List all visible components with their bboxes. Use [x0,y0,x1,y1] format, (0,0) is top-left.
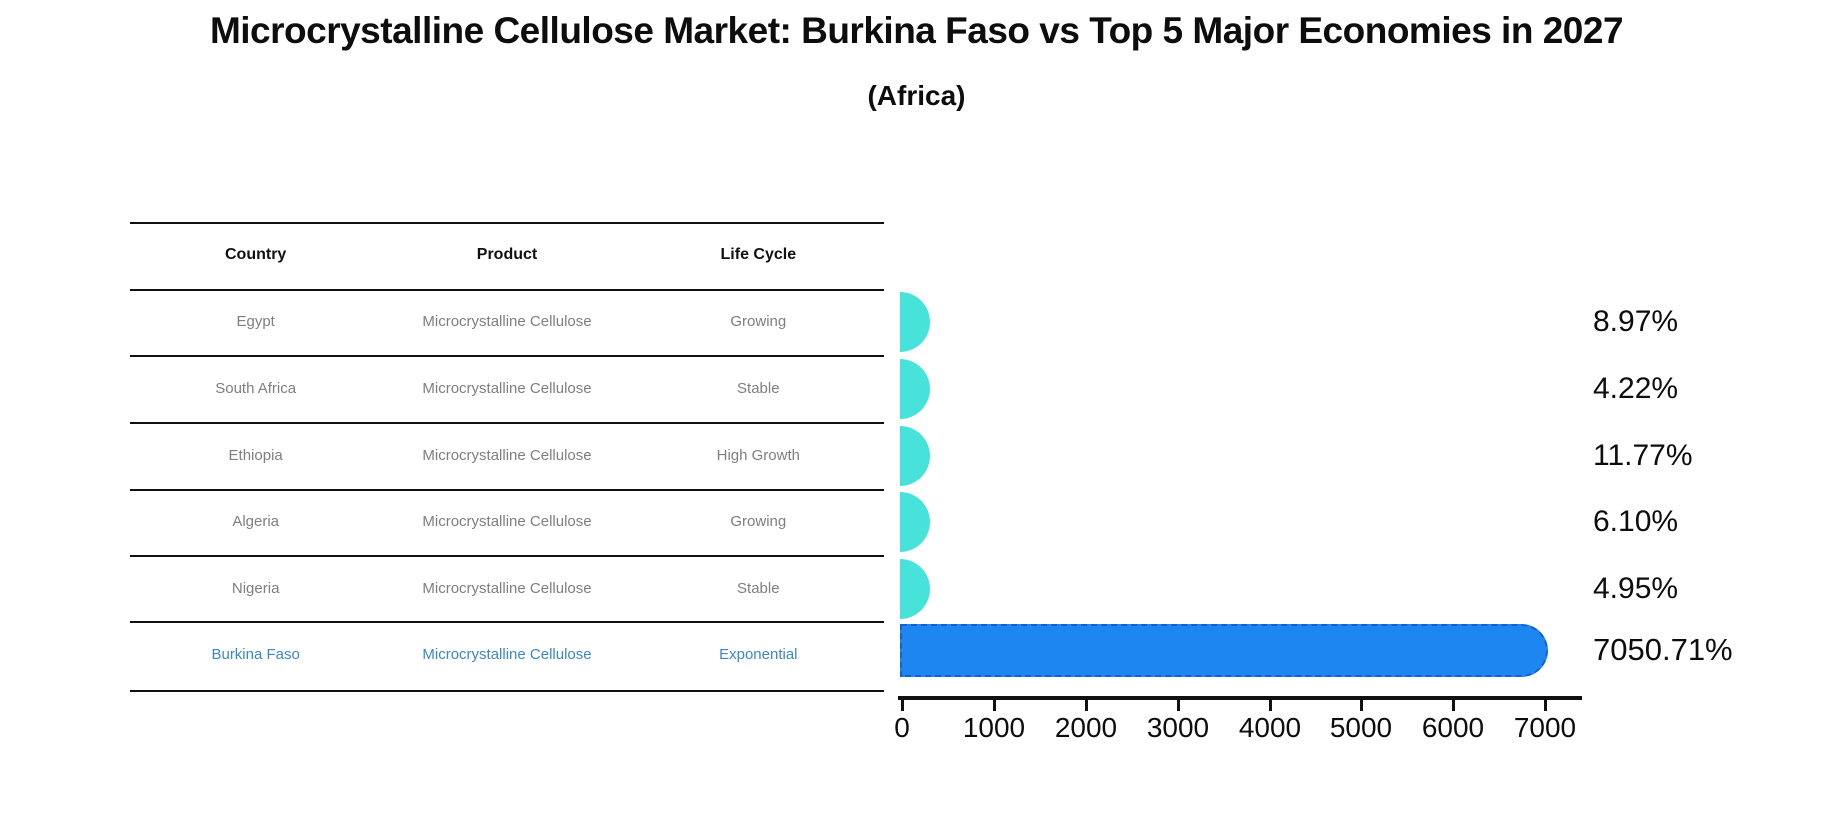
cell-life-cycle: Stable [737,580,780,597]
value-label-egypt: 8.97% [1593,305,1679,338]
table-row-nigeria: Nigeria Microcrystalline Cellulose Stabl… [130,574,884,604]
x-axis-tick-label: 7000 [1513,712,1577,743]
value-label-ethiopia: 11.77% [1593,439,1693,472]
table-header-row: Country Product Life Cycle [130,240,884,270]
bar-algeria [900,492,930,552]
cell-product: Microcrystalline Cellulose [422,646,592,663]
value-label-algeria: 6.10% [1593,505,1679,538]
x-axis-tick-label: 5000 [1329,712,1393,743]
cell-life-cycle: High Growth [716,447,800,464]
x-axis-tick [1177,700,1180,711]
value-label-burkina-faso: 7050.71% [1593,632,1733,667]
table-row-algeria: Algeria Microcrystalline Cellulose Growi… [130,507,884,537]
bar-nigeria [900,559,930,619]
cell-product: Microcrystalline Cellulose [422,580,592,597]
cell-country: Ethiopia [228,447,283,464]
cell-country: Nigeria [231,580,280,597]
table-row-ethiopia: Ethiopia Microcrystalline Cellulose High… [130,441,884,471]
cell-life-cycle: Growing [730,513,787,530]
x-axis-tick [1452,700,1455,711]
table-row-south-africa: South Africa Microcrystalline Cellulose … [130,374,884,404]
cell-product: Microcrystalline Cellulose [422,313,592,330]
x-axis-tick-label: 4000 [1238,712,1302,743]
x-axis-tick [1085,700,1088,711]
bar-burkina-faso [900,624,1548,677]
bar-egypt [900,292,930,352]
cell-life-cycle: Exponential [719,646,798,663]
column-header-product: Product [476,246,538,263]
x-axis-tick-label: 6000 [1421,712,1485,743]
table-rule [130,555,884,557]
x-axis-tick [1360,700,1363,711]
x-axis-tick [1269,700,1272,711]
table-rule [130,222,884,224]
cell-country: Burkina Faso [211,646,300,663]
cell-product: Microcrystalline Cellulose [422,447,592,464]
cell-country: South Africa [215,380,297,397]
column-header-life-cycle: Life Cycle [720,246,797,263]
x-axis-line [898,696,1582,700]
cell-product: Microcrystalline Cellulose [422,380,592,397]
table-row-egypt: Egypt Microcrystalline Cellulose Growing [130,307,884,337]
table-rule [130,489,884,491]
table-rule [130,422,884,424]
x-axis-tick-label: 1000 [962,712,1026,743]
value-label-nigeria: 4.95% [1593,572,1679,605]
table-rule [130,289,884,291]
x-axis-tick [1544,700,1547,711]
table-rule [130,355,884,357]
bar-south-africa [900,359,930,419]
x-axis-tick [993,700,996,711]
column-header-country: Country [225,246,287,263]
x-axis-tick-label: 3000 [1146,712,1210,743]
table-row-burkina-faso: Burkina Faso Microcrystalline Cellulose … [130,640,884,670]
x-axis-tick [901,700,904,711]
value-label-south-africa: 4.22% [1593,372,1679,405]
page-subtitle: (Africa) [867,80,966,111]
page-title: Microcrystalline Cellulose Market: Burki… [209,10,1624,51]
cell-product: Microcrystalline Cellulose [422,513,592,530]
table-rule [130,690,884,692]
cell-country: Egypt [236,313,275,330]
cell-country: Algeria [232,513,280,530]
x-axis-tick-label: 2000 [1054,712,1118,743]
table-rule [130,621,884,623]
cell-life-cycle: Stable [737,380,780,397]
x-axis-tick-label: 0 [894,712,910,743]
cell-life-cycle: Growing [730,313,787,330]
bar-ethiopia [900,426,930,486]
